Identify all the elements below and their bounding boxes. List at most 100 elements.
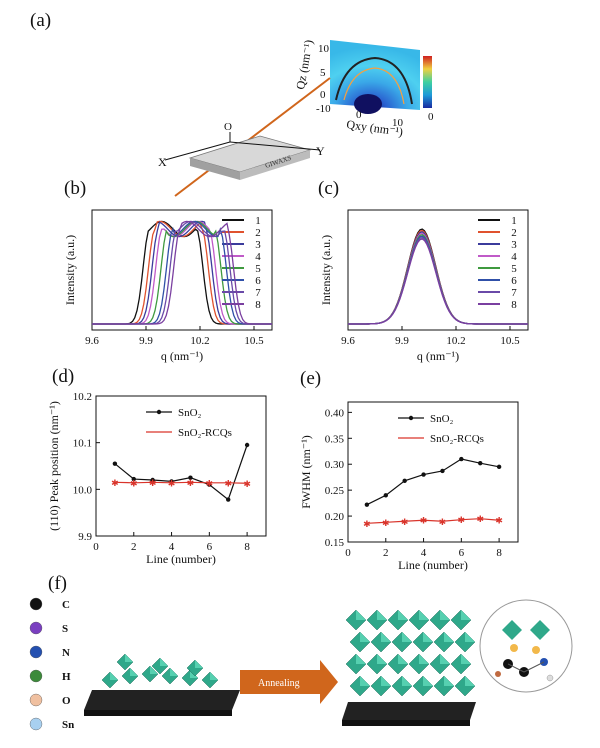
legend-label-5: 5 bbox=[255, 263, 261, 275]
data-point bbox=[383, 493, 388, 498]
qz-tick-5: 5 bbox=[320, 67, 326, 79]
octahedron-face bbox=[398, 610, 408, 620]
axis-x-label: X bbox=[158, 155, 167, 169]
legend-marker bbox=[156, 409, 162, 415]
data-point: ✱ bbox=[243, 479, 251, 489]
series-line-0 bbox=[114, 444, 248, 501]
x-axis-label: q (nm⁻¹) bbox=[417, 349, 459, 363]
x-tick-label: 10.5 bbox=[500, 335, 520, 347]
plot-frame bbox=[91, 209, 273, 331]
y-axis-label: Intensity (a.u.) bbox=[63, 235, 77, 305]
legend-label-2: 2 bbox=[511, 227, 517, 239]
octahedron-face bbox=[377, 610, 387, 620]
legend-atom-O bbox=[29, 693, 43, 707]
octahedron-face bbox=[423, 632, 433, 642]
data-point bbox=[364, 502, 370, 507]
giwaxs-schematic: 0 10 5 0 Qz (nm⁻¹) -10 0 10 Qxy (nm⁻¹) X… bbox=[158, 39, 434, 197]
legend-label-4: 4 bbox=[255, 251, 261, 263]
data-point: ✱ bbox=[111, 478, 119, 488]
series-line-8 bbox=[92, 220, 272, 325]
data-point: ✱ bbox=[495, 516, 503, 526]
octahedron-face bbox=[440, 610, 450, 620]
octahedron-face bbox=[356, 654, 366, 664]
octahedron-face bbox=[377, 654, 387, 664]
legend-label-8: 8 bbox=[511, 299, 517, 311]
octahedron-face bbox=[110, 672, 118, 680]
qxy-tick-neg10: -10 bbox=[316, 103, 331, 115]
qz-tick-10: 10 bbox=[318, 43, 330, 55]
legend-label-5: 5 bbox=[511, 263, 517, 275]
octahedron-face bbox=[130, 668, 138, 676]
octahedron-face bbox=[195, 660, 203, 668]
colorbar bbox=[423, 56, 432, 108]
legend-label-2: 2 bbox=[255, 227, 261, 239]
legend-atom-Sn bbox=[29, 717, 43, 731]
panel-label-b: (b) bbox=[64, 178, 87, 199]
octahedron-face bbox=[398, 654, 408, 664]
octahedron-face bbox=[170, 668, 178, 676]
x-tick-label: 6 bbox=[459, 547, 465, 559]
x-tick-label: 10.5 bbox=[244, 335, 264, 347]
plot-frame bbox=[347, 209, 529, 331]
series-line-2 bbox=[92, 220, 272, 325]
octahedron-face bbox=[360, 632, 370, 642]
legend-label-1: 1 bbox=[255, 215, 261, 227]
detector-image bbox=[330, 40, 432, 114]
x-tick-label: 10.2 bbox=[446, 335, 465, 347]
octahedron-face bbox=[125, 654, 133, 662]
x-tick-label: 8 bbox=[244, 541, 250, 553]
y-tick-label: 0.20 bbox=[325, 511, 345, 523]
x-tick-label: 9.6 bbox=[341, 335, 355, 347]
legend-atom-label-H: H bbox=[62, 671, 71, 683]
legend-label-3: 3 bbox=[511, 239, 517, 251]
legend-label-0: SnO₂ bbox=[430, 413, 454, 425]
data-point: ✱ bbox=[458, 515, 466, 525]
substrate-before bbox=[84, 653, 240, 716]
chart-b: 9.6 9.9 10.2 10.5 q (nm⁻¹) Intensity (a.u.) 12… bbox=[63, 209, 273, 363]
x-tick-label: 6 bbox=[207, 541, 213, 553]
data-point bbox=[207, 482, 212, 487]
y-axis-label: (110) Peak position (nm⁻¹) bbox=[47, 401, 61, 531]
data-point: ✱ bbox=[476, 514, 484, 524]
x-tick-label: 2 bbox=[131, 541, 137, 553]
legend-atom-label-S: S bbox=[62, 623, 68, 635]
qz-axis-label: Qz (nm⁻¹) bbox=[293, 39, 316, 91]
octahedron-face bbox=[461, 654, 471, 664]
legend-atom-label-N: N bbox=[62, 647, 70, 659]
data-point bbox=[150, 477, 155, 483]
y-axis-label: FWHM (nm⁻¹) bbox=[299, 435, 313, 509]
chart-e: 0 2 4 6 8 0.15 0.20 0.25 0.30 0.35 0.40 Line (numbe… bbox=[299, 401, 519, 572]
panel-label-d: (d) bbox=[52, 366, 75, 387]
data-point: ✱ bbox=[187, 478, 195, 488]
zoom-inset bbox=[479, 599, 573, 693]
octahedron-face bbox=[402, 676, 412, 686]
plot-frame bbox=[95, 395, 267, 537]
data-point: ✱ bbox=[224, 478, 232, 488]
panel-label-f: (f) bbox=[48, 573, 67, 594]
series-line-8 bbox=[347, 238, 528, 325]
panel-label-c: (c) bbox=[318, 178, 340, 199]
x-tick-label: 2 bbox=[383, 547, 389, 559]
legend-label-3: 3 bbox=[255, 239, 261, 251]
octahedron-face bbox=[356, 610, 366, 620]
data-point bbox=[421, 472, 426, 477]
legend-atom-N bbox=[29, 645, 43, 659]
legend-label-0: SnO₂ bbox=[178, 407, 202, 419]
octahedron-face bbox=[160, 658, 168, 666]
series-line-0 bbox=[366, 458, 500, 506]
legend-label-1: SnO₂-RCQs bbox=[430, 433, 484, 445]
legend-label-6: 6 bbox=[255, 275, 261, 287]
series-line-1 bbox=[366, 518, 500, 524]
octahedron-face bbox=[440, 654, 450, 664]
legend-label-8: 8 bbox=[255, 299, 261, 311]
octahedron-face bbox=[444, 676, 454, 686]
data-point bbox=[226, 497, 231, 502]
axis-y-label: Y bbox=[316, 144, 325, 158]
data-point bbox=[402, 478, 407, 484]
x-axis-label: Line (number) bbox=[146, 552, 216, 566]
octahedron-face bbox=[461, 610, 471, 620]
legend-atom-C bbox=[29, 597, 43, 611]
data-point: ✱ bbox=[149, 478, 157, 488]
legend-label-7: 7 bbox=[255, 287, 261, 299]
